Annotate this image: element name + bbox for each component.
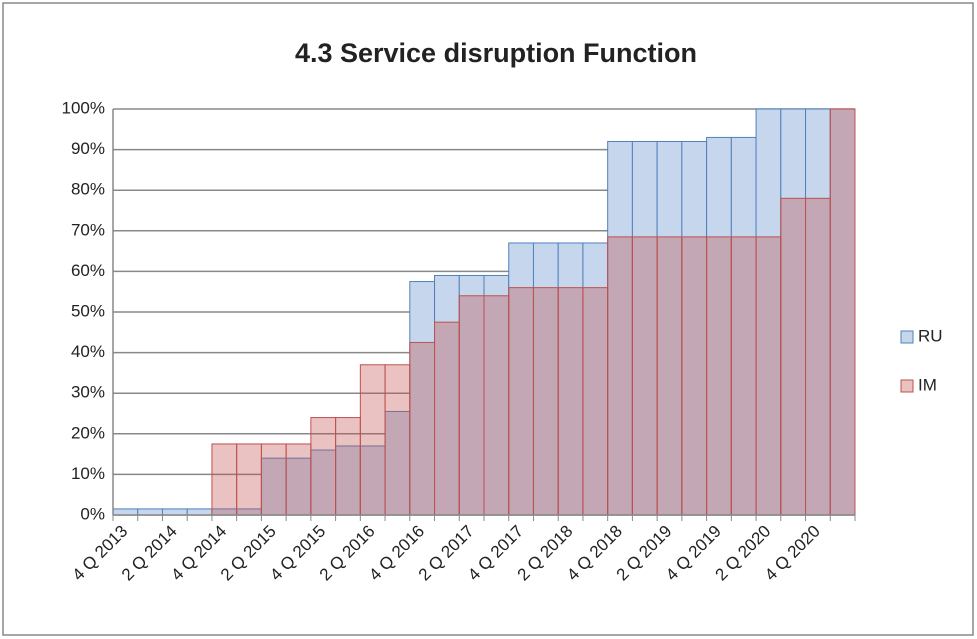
bar (137, 508, 163, 516)
bar (681, 236, 708, 516)
bar (434, 321, 460, 516)
y-tick-label: 50% (71, 301, 105, 320)
bar (829, 108, 856, 516)
y-tick-label: 90% (71, 139, 105, 158)
bar (458, 295, 485, 516)
y-tick-label: 60% (71, 261, 105, 280)
bar (656, 140, 683, 516)
y-tick-label: 20% (71, 423, 105, 442)
bar (508, 242, 534, 516)
y-tick-label: 30% (71, 383, 105, 402)
bar (805, 108, 831, 516)
bar (186, 508, 213, 516)
bar (780, 197, 807, 516)
bar (409, 341, 436, 516)
chart-title: 4.3 Service disruption Function (295, 38, 697, 68)
y-tick-label: 100% (62, 98, 105, 117)
bar (483, 295, 510, 516)
bar (359, 364, 386, 516)
legend-label: IM (918, 375, 937, 394)
bar (532, 242, 559, 516)
bar (656, 236, 683, 516)
legend-label: RU (918, 326, 943, 345)
bar (780, 108, 807, 516)
bar (582, 242, 609, 516)
bar (607, 236, 633, 516)
bar (730, 236, 757, 516)
y-tick-label: 40% (71, 342, 105, 361)
bar (236, 443, 262, 516)
y-tick-label: 70% (71, 220, 105, 239)
bar (805, 197, 831, 516)
bar (211, 443, 238, 516)
bar (755, 236, 782, 516)
bar (631, 140, 658, 516)
legend-swatch (900, 379, 914, 393)
bar (384, 364, 411, 516)
y-tick-label: 10% (71, 464, 105, 483)
bar (508, 287, 534, 516)
bar (112, 508, 139, 516)
bar (557, 287, 584, 516)
bar (483, 274, 510, 516)
bar (582, 287, 609, 516)
bar (706, 236, 732, 516)
bar (631, 236, 658, 516)
y-tick-label: 80% (71, 180, 105, 199)
bar (557, 242, 584, 516)
bar (335, 417, 361, 516)
legend-swatch (900, 330, 914, 344)
bar (310, 417, 337, 516)
bar (161, 508, 188, 516)
bar (532, 287, 559, 516)
bar (359, 445, 386, 516)
bar (285, 443, 312, 516)
bar (409, 281, 436, 516)
y-tick-label: 0% (80, 504, 105, 523)
bar (706, 136, 732, 516)
bar (260, 443, 287, 516)
